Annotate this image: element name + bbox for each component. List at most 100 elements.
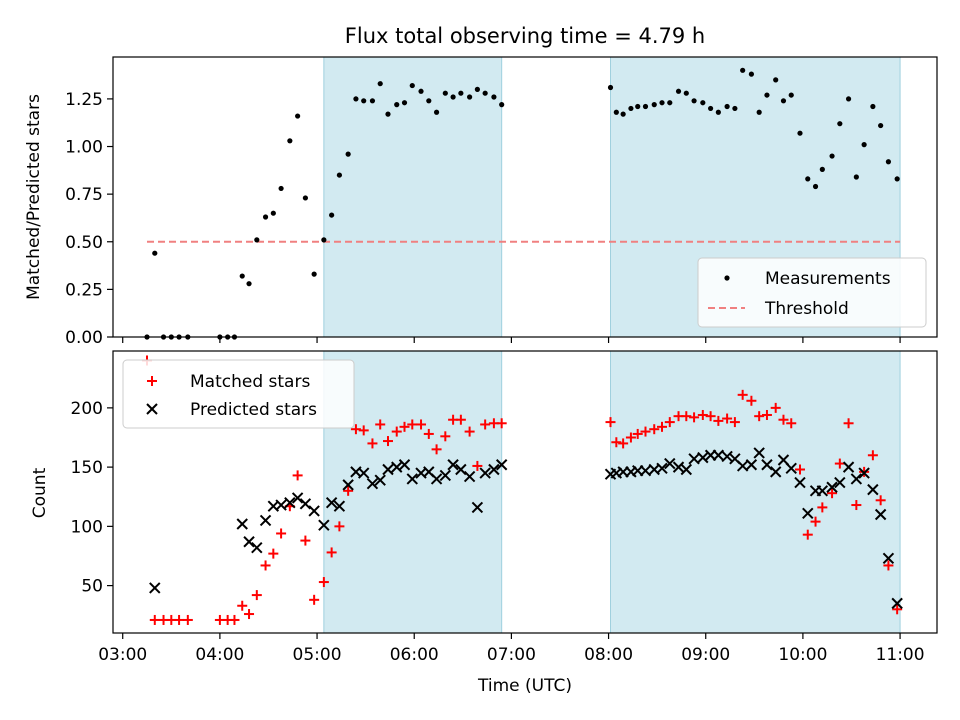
matched-stars-point (713, 415, 724, 426)
measurement-point (353, 96, 359, 102)
predicted-stars-point (761, 459, 773, 471)
y-tick-label: 200 (71, 399, 103, 419)
predicted-stars-point (236, 518, 248, 530)
matched-stars-point (423, 428, 434, 439)
predicted-stars-point (785, 462, 797, 475)
measurement-point (377, 81, 383, 87)
predicted-stars-point (680, 463, 693, 476)
legend-threshold-label: Threshold (764, 299, 849, 319)
predicted-stars-point (299, 498, 312, 510)
predicted-stars-point-stroke (479, 467, 491, 479)
measurement-point (295, 113, 301, 119)
matched-stars-point (480, 419, 491, 430)
measurement-point (499, 102, 505, 108)
predicted-stars-point (816, 485, 829, 497)
measurement-point (732, 105, 738, 112)
measurement-point (482, 90, 488, 96)
matched-stars-point (867, 450, 878, 461)
predicted-stars-point-stroke (455, 463, 467, 476)
legend-top: Measurements Threshold (697, 257, 927, 328)
predicted-stars-point-stroke (745, 459, 758, 471)
measurement-point (797, 130, 803, 136)
measurement-point (764, 92, 770, 98)
predicted-stars-point (753, 447, 765, 459)
predicted-stars-point-stroke (891, 597, 903, 610)
predicted-stars-point (850, 473, 863, 485)
predicted-stars-point (891, 597, 903, 610)
predicted-stars-point-stroke (664, 457, 676, 470)
measurement-point (418, 88, 424, 94)
matched-stars-point (399, 421, 410, 432)
matched-stars-point (810, 516, 821, 527)
matched-stars-point (875, 495, 886, 506)
matched-stars-point (843, 418, 854, 429)
x-tick-label: 06:00 (390, 645, 439, 665)
predicted-stars-point-stroke (816, 485, 829, 497)
axes-frame (112, 56, 938, 338)
predicted-stars-point-stroke (488, 463, 500, 476)
matched-stars-point (625, 432, 636, 443)
legend-predicted-label: Predicted stars (190, 400, 317, 420)
measurement-point (894, 176, 900, 182)
axes-frame (112, 350, 938, 634)
predicted-stars-point (318, 519, 330, 531)
ratio-panel: 0.00 0.25 0.50 0.75 1.00 1.25 Measurements Thre… (65, 56, 938, 348)
predicted-stars-point-stroke (874, 508, 887, 521)
x-tick-label: 10:00 (778, 645, 827, 665)
matched-stars-point (375, 419, 386, 430)
predicted-stars-point (342, 479, 354, 491)
predicted-stars-point (479, 467, 491, 479)
measurement-point (450, 94, 456, 100)
measurement-point (620, 111, 626, 117)
predicted-stars-point (471, 501, 484, 514)
y-tick-label: 0.25 (65, 280, 103, 300)
matched-stars-point (770, 402, 781, 413)
predicted-stars-point-stroke (406, 473, 418, 485)
measurement-point (278, 185, 284, 192)
measurement-point (329, 212, 335, 218)
matched-stars-point (237, 600, 248, 611)
measurement-point (433, 109, 440, 115)
predicted-stars-point-stroke (423, 466, 435, 478)
y-tick-label: 0.50 (65, 233, 103, 253)
measurement-point (812, 183, 819, 190)
measurement-point (607, 84, 614, 91)
matched-stars-point (350, 424, 361, 435)
matched-stars-point (640, 426, 651, 437)
predicted-stars-point (251, 541, 263, 554)
measurement-point (345, 151, 351, 157)
predicted-stars-point (745, 459, 758, 471)
predicted-stars-point (333, 500, 346, 512)
predicted-stars-point (826, 481, 838, 493)
predicted-stars-point-stroke (680, 463, 693, 476)
predicted-stars-point-stroke (753, 447, 765, 459)
measurement-point (748, 71, 755, 77)
predicted-stars-point-stroke (761, 459, 773, 471)
predicted-stars-point (447, 459, 459, 471)
predicted-stars-point-stroke (284, 496, 296, 509)
measurement-point (845, 96, 852, 102)
predicted-stars-point-stroke (794, 476, 806, 489)
matched-stars-point (746, 395, 757, 406)
matched-stars-point (367, 438, 378, 449)
y-tick-label: 1.25 (65, 90, 103, 110)
matched-stars-point (605, 417, 616, 428)
matched-stars-point (737, 389, 748, 400)
predicted-stars-point (291, 492, 304, 504)
matched-stars-point (382, 436, 393, 447)
predicted-stars-point-stroke (858, 467, 870, 479)
measurement-point (819, 166, 825, 172)
predicted-stars-point (664, 457, 676, 470)
predicted-stars-point-stroke (357, 467, 370, 479)
y-tick-label: 100 (71, 517, 103, 537)
measurement-point (361, 98, 367, 104)
predicted-stars-point (721, 450, 733, 463)
matched-stars-point (431, 444, 442, 455)
matched-stars-point (729, 417, 740, 428)
predicted-stars-point (374, 474, 386, 486)
x-tick-label: 07:00 (487, 645, 536, 665)
predicted-stars-point (391, 461, 403, 473)
measurement-point (878, 122, 884, 129)
measurement-point (311, 271, 317, 277)
